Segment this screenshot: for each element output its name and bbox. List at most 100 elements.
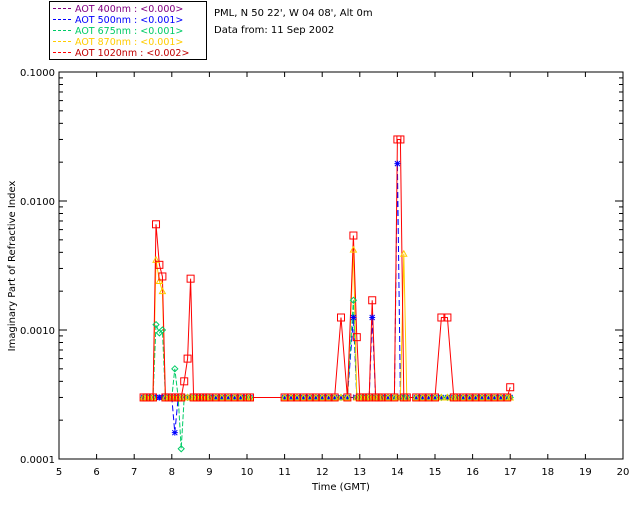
marker-500nm <box>419 394 426 401</box>
marker-1020nm <box>205 393 214 402</box>
marker-1020nm <box>324 393 333 402</box>
marker-1020nm <box>349 231 358 240</box>
marker-870nm <box>330 393 339 401</box>
x-tick-label: 6 <box>93 467 99 478</box>
marker-1020nm <box>459 393 468 402</box>
axis-ticks: 5 6 7 8 9 10 11 12 13 14 15 16 17 18 19 20 0.0001 0.0010 0… <box>20 68 629 478</box>
marker-500nm <box>212 394 219 401</box>
marker-1020nm <box>471 393 480 402</box>
marker-1020nm <box>484 393 493 402</box>
x-tick-label: 16 <box>466 467 479 478</box>
marker-500nm <box>225 394 232 401</box>
marker-1020nm <box>352 333 361 342</box>
marker-1020nm <box>211 393 220 402</box>
x-tick-label: 7 <box>131 467 137 478</box>
x-tick-label: 18 <box>541 467 554 478</box>
marker-1020nm <box>452 393 461 402</box>
marker-870nm <box>217 393 226 401</box>
site-info: PML, N 50 22', W 04 08', Alt 0m <box>214 8 373 19</box>
marker-870nm <box>287 393 295 401</box>
marker-870nm <box>324 393 333 401</box>
marker-1020nm <box>299 393 308 402</box>
marker-500nm <box>385 394 391 401</box>
marker-1020nm <box>149 393 157 402</box>
x-tick-label: 5 <box>56 467 62 478</box>
marker-1020nm <box>377 393 386 402</box>
marker-675nm <box>177 445 185 453</box>
marker-1020nm <box>506 383 515 392</box>
marker-870nm <box>484 393 493 401</box>
marker-870nm <box>305 393 314 401</box>
marker-870nm <box>230 393 239 401</box>
legend-label-675nm: AOT 675nm : <0.001> <box>75 26 184 37</box>
marker-870nm <box>418 393 427 401</box>
x-tick-label: 9 <box>206 467 212 478</box>
marker-500nm <box>394 160 401 167</box>
marker-1020nm <box>155 260 164 269</box>
marker-870nm <box>318 393 327 401</box>
marker-500nm <box>156 394 163 401</box>
marker-675nm <box>158 326 167 334</box>
marker-1020nm <box>152 220 161 229</box>
marker-500nm <box>497 394 504 401</box>
marker-500nm <box>350 314 357 321</box>
marker-500nm <box>479 394 485 401</box>
marker-870nm <box>431 393 439 401</box>
marker-870nm <box>299 393 308 401</box>
marker-870nm <box>424 393 433 401</box>
legend-swatch-870nm <box>53 41 71 42</box>
marker-675nm <box>152 320 160 329</box>
marker-870nm <box>337 393 345 401</box>
x-tick-label: 15 <box>429 467 442 478</box>
marker-870nm <box>293 393 301 401</box>
marker-500nm <box>338 394 344 401</box>
marker-1020nm <box>183 354 192 363</box>
x-tick-label: 8 <box>169 467 175 478</box>
marker-1020nm <box>424 393 433 402</box>
marker-870nm <box>211 393 220 401</box>
x-tick-label: 11 <box>278 467 291 478</box>
marker-500nm <box>369 314 376 321</box>
marker-870nm <box>490 393 499 401</box>
marker-1020nm <box>337 313 345 322</box>
legend-label-500nm: AOT 500nm : <0.001> <box>75 15 184 26</box>
marker-500nm <box>237 394 244 401</box>
legend: AOT 400nm : <0.000> AOT 500nm : <0.001> … <box>49 1 207 60</box>
marker-500nm <box>344 394 351 401</box>
marker-500nm <box>306 394 313 401</box>
marker-1020nm <box>496 393 505 402</box>
marker-1020nm <box>365 393 374 402</box>
legend-swatch-500nm <box>53 19 71 20</box>
marker-500nm <box>300 394 307 401</box>
marker-870nm <box>311 393 320 401</box>
marker-500nm <box>218 394 225 401</box>
marker-870nm <box>412 393 421 401</box>
marker-675nm <box>171 365 179 373</box>
y-axis-label: Imaginary Part of Refractive Index <box>7 181 18 352</box>
series-line-2 <box>143 300 511 449</box>
marker-1020nm <box>384 393 392 402</box>
marker-500nm <box>331 394 338 401</box>
y-tick-label: 0.0010 <box>20 326 55 337</box>
marker-500nm <box>413 394 420 401</box>
series-line-3 <box>143 249 511 398</box>
marker-870nm <box>236 393 245 401</box>
marker-1020nm <box>402 393 411 402</box>
series-lines <box>143 139 511 449</box>
marker-870nm <box>384 393 392 401</box>
marker-1020nm <box>280 393 289 402</box>
marker-1020nm <box>443 313 452 322</box>
marker-1020nm <box>330 393 339 402</box>
marker-870nm <box>349 245 358 253</box>
marker-675nm <box>349 296 358 304</box>
marker-870nm <box>343 393 352 401</box>
marker-1020nm <box>177 393 186 402</box>
marker-1020nm <box>503 393 512 402</box>
marker-500nm <box>485 394 492 401</box>
marker-870nm <box>443 393 452 401</box>
marker-1020nm <box>412 393 421 402</box>
marker-1020nm <box>224 393 233 402</box>
marker-500nm <box>312 394 319 401</box>
marker-870nm <box>155 276 164 284</box>
